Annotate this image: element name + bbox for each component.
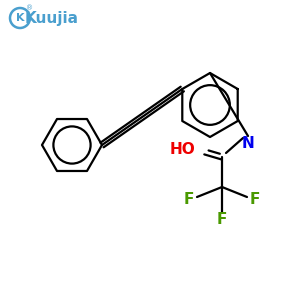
Text: F: F xyxy=(250,193,260,208)
Text: HO: HO xyxy=(169,142,195,158)
Text: Kuujia: Kuujia xyxy=(25,11,79,26)
Text: N: N xyxy=(242,136,254,151)
Text: F: F xyxy=(217,212,227,227)
Text: K: K xyxy=(16,13,24,23)
Text: ®: ® xyxy=(26,5,34,11)
Text: F: F xyxy=(184,193,194,208)
